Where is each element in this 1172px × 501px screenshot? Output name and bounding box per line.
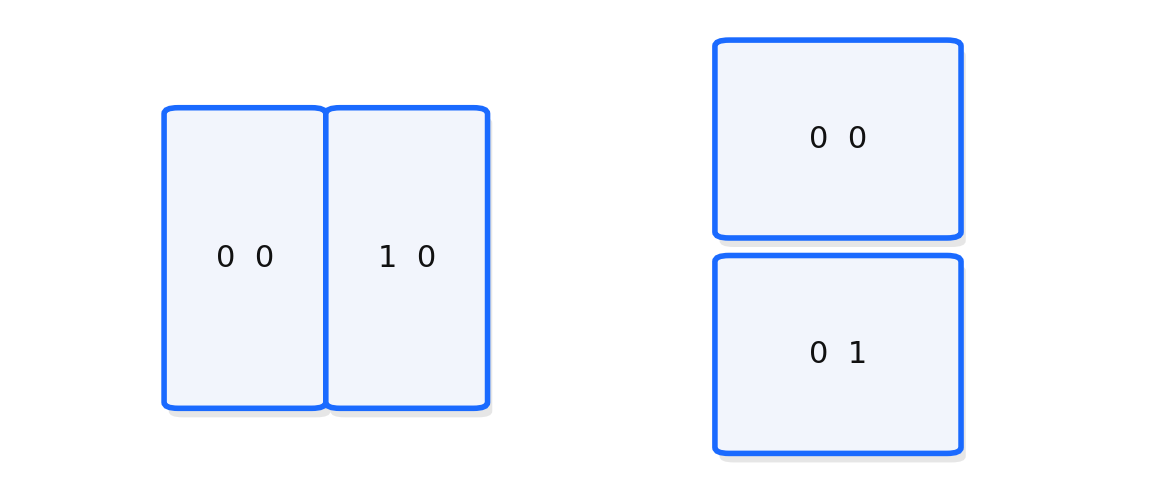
FancyBboxPatch shape (715, 40, 961, 238)
Text: 0  0: 0 0 (809, 125, 867, 153)
Text: 0  1: 0 1 (809, 340, 867, 369)
FancyBboxPatch shape (169, 117, 331, 417)
FancyBboxPatch shape (331, 117, 492, 417)
Text: 0  0: 0 0 (216, 243, 274, 273)
FancyBboxPatch shape (164, 108, 326, 408)
FancyBboxPatch shape (326, 108, 488, 408)
FancyBboxPatch shape (720, 49, 966, 247)
Text: 1  0: 1 0 (377, 243, 436, 273)
FancyBboxPatch shape (715, 256, 961, 453)
FancyBboxPatch shape (720, 265, 966, 462)
